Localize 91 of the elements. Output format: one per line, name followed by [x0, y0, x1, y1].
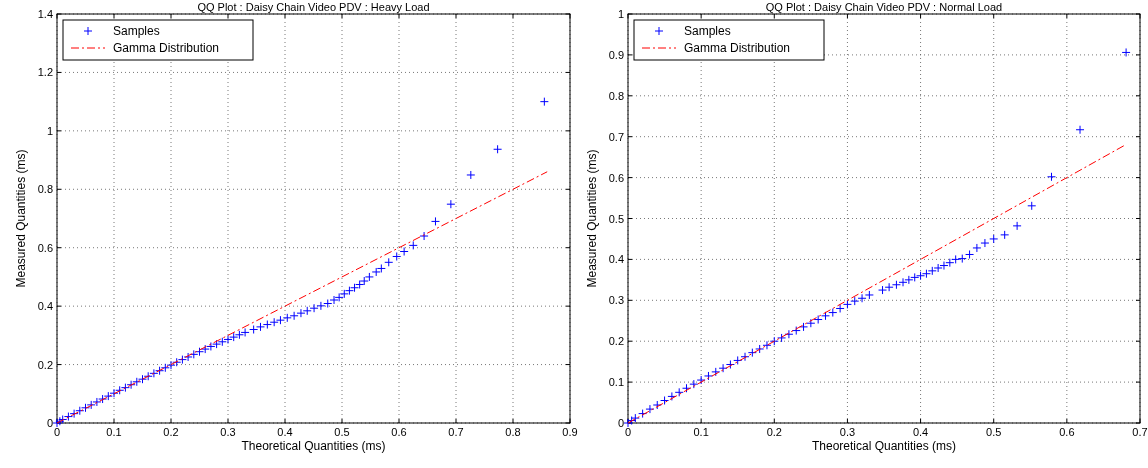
point: [1047, 172, 1056, 182]
y-tick-label: 0.9: [608, 48, 624, 61]
point: [799, 322, 809, 332]
point: [904, 275, 914, 285]
x-tick-label: 0.4: [277, 426, 293, 438]
x-tick-label: 0.6: [391, 426, 407, 438]
x-tick-label: 0.7: [448, 426, 464, 438]
x-tick-label: 0.7: [1132, 426, 1148, 438]
point: [878, 285, 888, 295]
x-tick-label: 0.2: [766, 426, 782, 438]
point: [1027, 201, 1037, 211]
x-tick-label: 0.6: [1059, 426, 1075, 438]
x-tick-label: 0.1: [106, 426, 122, 438]
y-tick-label: 1: [46, 124, 53, 137]
point: [806, 318, 816, 328]
point: [1012, 221, 1022, 231]
x-tick-label: 0.9: [562, 426, 578, 438]
chart-title: QQ Plot : Daisy Chain Video PDV : Heavy Load: [197, 1, 430, 13]
x-axis-title: Theoretical Quantities (ms): [241, 439, 386, 453]
x-tick-label: 0.4: [912, 426, 929, 438]
x-tick-label: 0.3: [839, 426, 856, 438]
y-tick-label: 0.8: [37, 183, 53, 196]
y-tick-label: 0.2: [37, 358, 53, 371]
point: [762, 340, 772, 350]
point: [835, 303, 845, 313]
point: [689, 379, 699, 389]
y-tick-label: 0.4: [608, 253, 624, 266]
point: [951, 254, 961, 264]
chart-title: QQ Plot : Daisy Chain Video PDV : Normal Load: [765, 1, 1003, 13]
point: [667, 391, 677, 401]
point: [980, 238, 990, 248]
x-tick-label: 0.8: [505, 426, 521, 438]
y-tick-label: 0: [617, 417, 624, 429]
point: [921, 269, 931, 279]
legend-label: Samples: [113, 24, 160, 38]
point: [898, 277, 908, 287]
legend-label: Gamma Distribution: [684, 41, 791, 55]
y-tick-label: 0.8: [608, 89, 624, 102]
point: [910, 272, 920, 282]
point: [1000, 230, 1010, 240]
y-tick-label: 0.7: [608, 130, 624, 143]
point: [989, 234, 999, 244]
point: [711, 367, 721, 377]
x-tick-label: 0.5: [334, 426, 350, 438]
point: [891, 280, 901, 290]
point: [696, 375, 706, 385]
y-tick-label: 0: [46, 417, 53, 429]
y-tick-label: 1.4: [37, 8, 53, 20]
y-tick-label: 0.3: [608, 294, 624, 307]
y-tick-label: 0.6: [608, 171, 624, 184]
point: [718, 363, 728, 373]
x-tick-label: 0.1: [693, 426, 709, 438]
point: [645, 404, 655, 414]
point: [972, 243, 982, 253]
point: [857, 293, 867, 303]
point: [864, 290, 874, 300]
point: [850, 296, 860, 306]
point: [927, 266, 937, 276]
point: [1121, 47, 1131, 57]
y-tick-label: 0.5: [608, 212, 624, 225]
legend-label: Gamma Distribution: [113, 41, 220, 55]
point: [933, 263, 943, 273]
y-tick-label: 1: [617, 8, 624, 20]
point: [623, 418, 633, 428]
y-axis-title: Measured Quantities (ms): [14, 149, 28, 288]
point: [660, 396, 670, 405]
point: [652, 400, 662, 410]
point: [755, 344, 765, 354]
point: [945, 258, 955, 268]
x-tick-label: 0.5: [986, 426, 1002, 438]
point: [957, 254, 967, 264]
point: [703, 371, 713, 381]
y-tick-label: 0.6: [37, 241, 53, 254]
y-tick-label: 0.1: [608, 376, 624, 389]
y-tick-label: 0.4: [37, 300, 53, 313]
x-tick-label: 0.3: [220, 426, 236, 438]
point: [813, 315, 823, 325]
x-tick-label: 0.2: [163, 426, 179, 438]
legend-label: Samples: [684, 24, 731, 38]
y-axis-title: Measured Quantities (ms): [585, 149, 599, 288]
point: [939, 261, 949, 271]
point: [1075, 125, 1085, 135]
y-tick-label: 1.2: [37, 66, 53, 79]
point: [777, 333, 787, 343]
point: [884, 282, 894, 292]
point: [740, 352, 750, 362]
point: [916, 271, 926, 281]
point: [965, 249, 975, 259]
y-tick-label: 0.2: [608, 335, 624, 348]
x-axis-title: Theoretical Quantities (ms): [811, 439, 957, 453]
point: [828, 308, 838, 318]
